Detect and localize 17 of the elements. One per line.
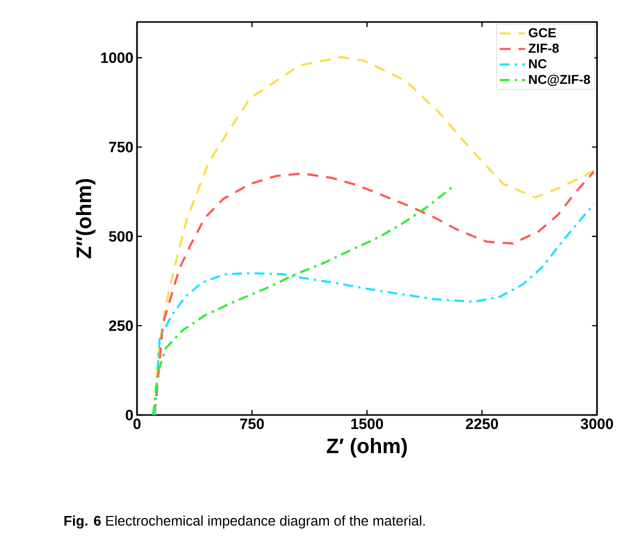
- text: Fig. 6 Electrochemical impedance diagram of the material.: [64, 515, 425, 529]
- y-tick-label: 1000: [101, 52, 133, 64]
- x-tick-label: 2250: [466, 418, 498, 430]
- y-tick-label: 500: [109, 231, 133, 242]
- legend-label: NC: [529, 59, 547, 68]
- y-axis-title: Z″(ohm): [76, 179, 96, 258]
- legend-label: GCE: [528, 28, 556, 38]
- x-tick-label: 0: [133, 418, 141, 430]
- x-tick-label: 3000: [580, 418, 613, 430]
- legend-label: NC@ZIF-8: [529, 74, 590, 86]
- x-axis-title: Z′ (ohm): [326, 438, 407, 458]
- legend-label: ZIF-8: [528, 44, 559, 53]
- x-tick-label: 1500: [351, 418, 383, 430]
- y-tick-label: 750: [109, 142, 133, 152]
- y-tick-label: 0: [126, 410, 133, 420]
- y-tick-label: 250: [109, 320, 133, 331]
- x-tick-label: 750: [240, 418, 264, 430]
